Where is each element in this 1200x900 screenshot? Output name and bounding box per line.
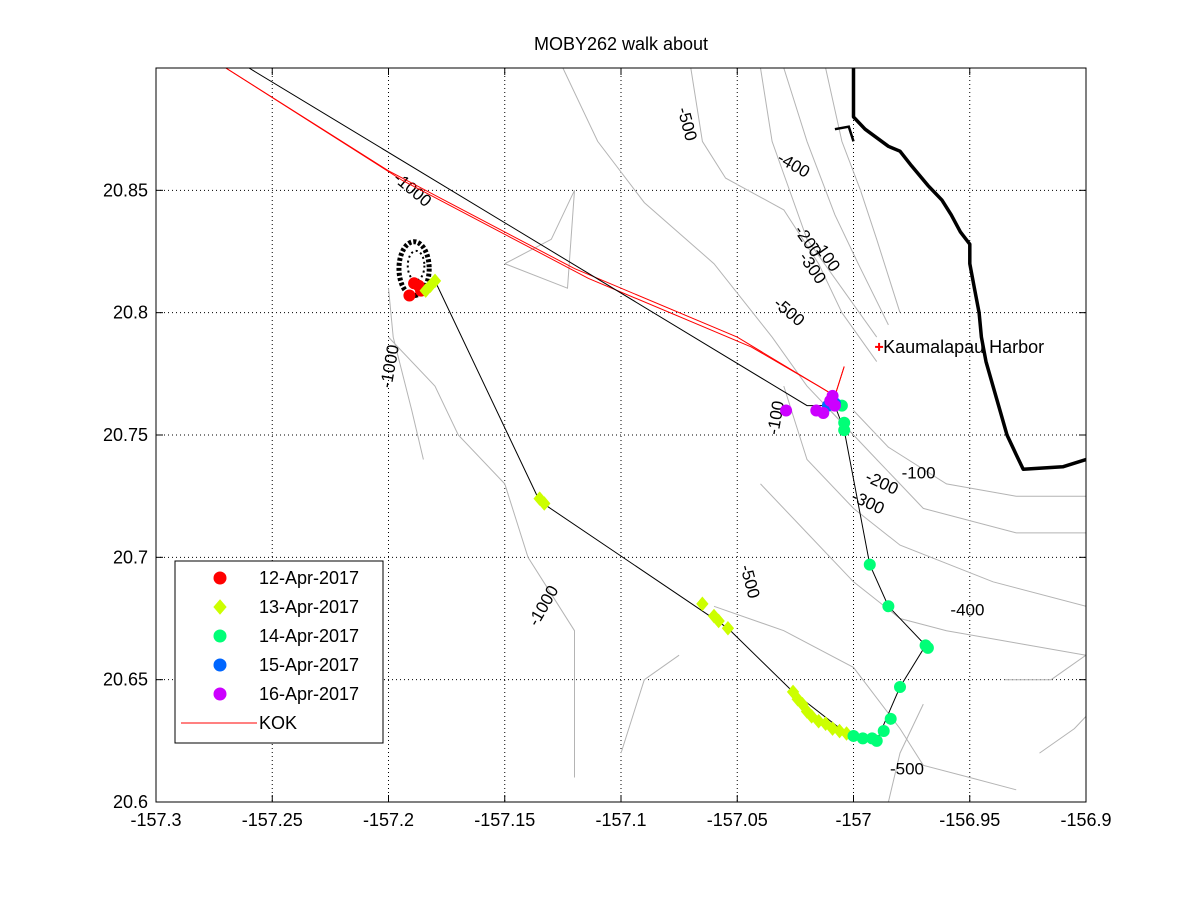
data-point-diamond [538, 496, 551, 511]
legend-box [174, 560, 384, 744]
depth-contour-line [783, 68, 889, 326]
contour-label: -100 [902, 464, 936, 483]
legend-label: 12-Apr-2017 [259, 568, 359, 588]
data-point-circle [213, 658, 227, 672]
legend-label: 13-Apr-2017 [259, 597, 359, 617]
data-point-circle [877, 725, 890, 738]
depth-contour-line [713, 605, 1017, 791]
data-point-circle [921, 641, 934, 654]
y-tick-label: 20.7 [113, 547, 148, 567]
x-tick-label: -157 [835, 810, 871, 830]
depth-contour-line [887, 703, 924, 802]
x-tick-label: -157.25 [242, 810, 303, 830]
data-point-circle [894, 681, 906, 694]
y-tick-label: 20.8 [113, 303, 148, 323]
depth-contour-line [690, 68, 878, 362]
data-point-circle [403, 289, 416, 302]
coastline-main [851, 68, 1086, 472]
buoy-watch-circle [396, 239, 432, 299]
x-tick-label: -157.05 [707, 810, 768, 830]
data-point-circle [213, 687, 227, 701]
x-tick-label: -157.2 [363, 810, 414, 830]
data-point-circle [780, 404, 793, 417]
depth-contour-line [783, 385, 1086, 607]
depth-contour-line [760, 68, 878, 338]
data-point-circle [826, 389, 839, 402]
y-axis-ticks: 20.6 20.65 20.7 20.75 20.8 20.85 [103, 180, 1086, 812]
coastline [834, 68, 1086, 472]
legend-label: KOK [259, 713, 297, 733]
legend-label: 15-Apr-2017 [259, 655, 359, 675]
contour-label: -500 [890, 760, 924, 779]
x-axis-ticks: -157.3 -157.25 -157.2 -157.15 -157.1 -157.05 -… [130, 68, 1112, 830]
depth-contour-line [388, 336, 575, 778]
x-tick-label: -157.1 [595, 810, 646, 830]
data-point-circle [213, 571, 227, 585]
legend-label: 16-Apr-2017 [259, 684, 359, 704]
coastline-segment [834, 125, 855, 142]
y-tick-label: 20.65 [103, 670, 148, 690]
depth-contour-line [1039, 716, 1086, 754]
data-point-circle [884, 712, 897, 725]
depth-contour-line [829, 410, 1086, 534]
data-point-circle [838, 424, 851, 437]
depth-contour-line [1004, 654, 1086, 681]
data-point-circle [828, 399, 841, 412]
buoy-watch-circle-inner [406, 249, 426, 282]
legend-label: 14-Apr-2017 [259, 626, 359, 646]
depth-contour-line [853, 410, 1086, 497]
data-markers [403, 273, 934, 747]
data-point-diamond [696, 596, 709, 612]
data-point-diamond [428, 273, 442, 289]
x-tick-label: -156.9 [1060, 810, 1111, 830]
data-point-circle [817, 406, 830, 419]
depth-contours [388, 68, 1086, 802]
data-point-circle [213, 629, 227, 643]
harbor-label: Kaumalapau Harbor [883, 337, 1044, 357]
data-point-diamond [805, 709, 818, 724]
depth-contour-line [562, 68, 854, 436]
x-tick-label: -157.3 [130, 810, 181, 830]
data-point-diamond [721, 621, 735, 636]
data-point-circle [863, 558, 876, 571]
y-tick-label: 20.85 [103, 180, 148, 200]
data-point-circle [882, 600, 895, 613]
chart-title: MOBY262 walk about [534, 34, 708, 54]
depth-contour-line [388, 288, 424, 460]
buoy-circle [396, 239, 432, 299]
legend: 12-Apr-2017 13-Apr-2017 14-Apr-2017 15-Apr-… [174, 560, 384, 744]
grid [156, 68, 1086, 802]
contour-label: -400 [950, 601, 984, 620]
depth-contour-line [504, 190, 575, 289]
x-tick-label: -157.15 [474, 810, 535, 830]
data-point-diamond [833, 723, 846, 739]
annotations: Kaumalapau Harbor [875, 337, 1044, 357]
x-tick-label: -156.95 [939, 810, 1000, 830]
data-point-diamond [819, 716, 832, 731]
depth-contour-line [825, 68, 901, 313]
y-tick-label: 20.75 [103, 425, 148, 445]
data-point-circle [847, 729, 860, 742]
data-point-diamond [213, 599, 227, 615]
data-point-diamond [712, 613, 725, 629]
y-tick-label: 20.6 [113, 792, 148, 812]
depth-contour-line [620, 654, 680, 754]
